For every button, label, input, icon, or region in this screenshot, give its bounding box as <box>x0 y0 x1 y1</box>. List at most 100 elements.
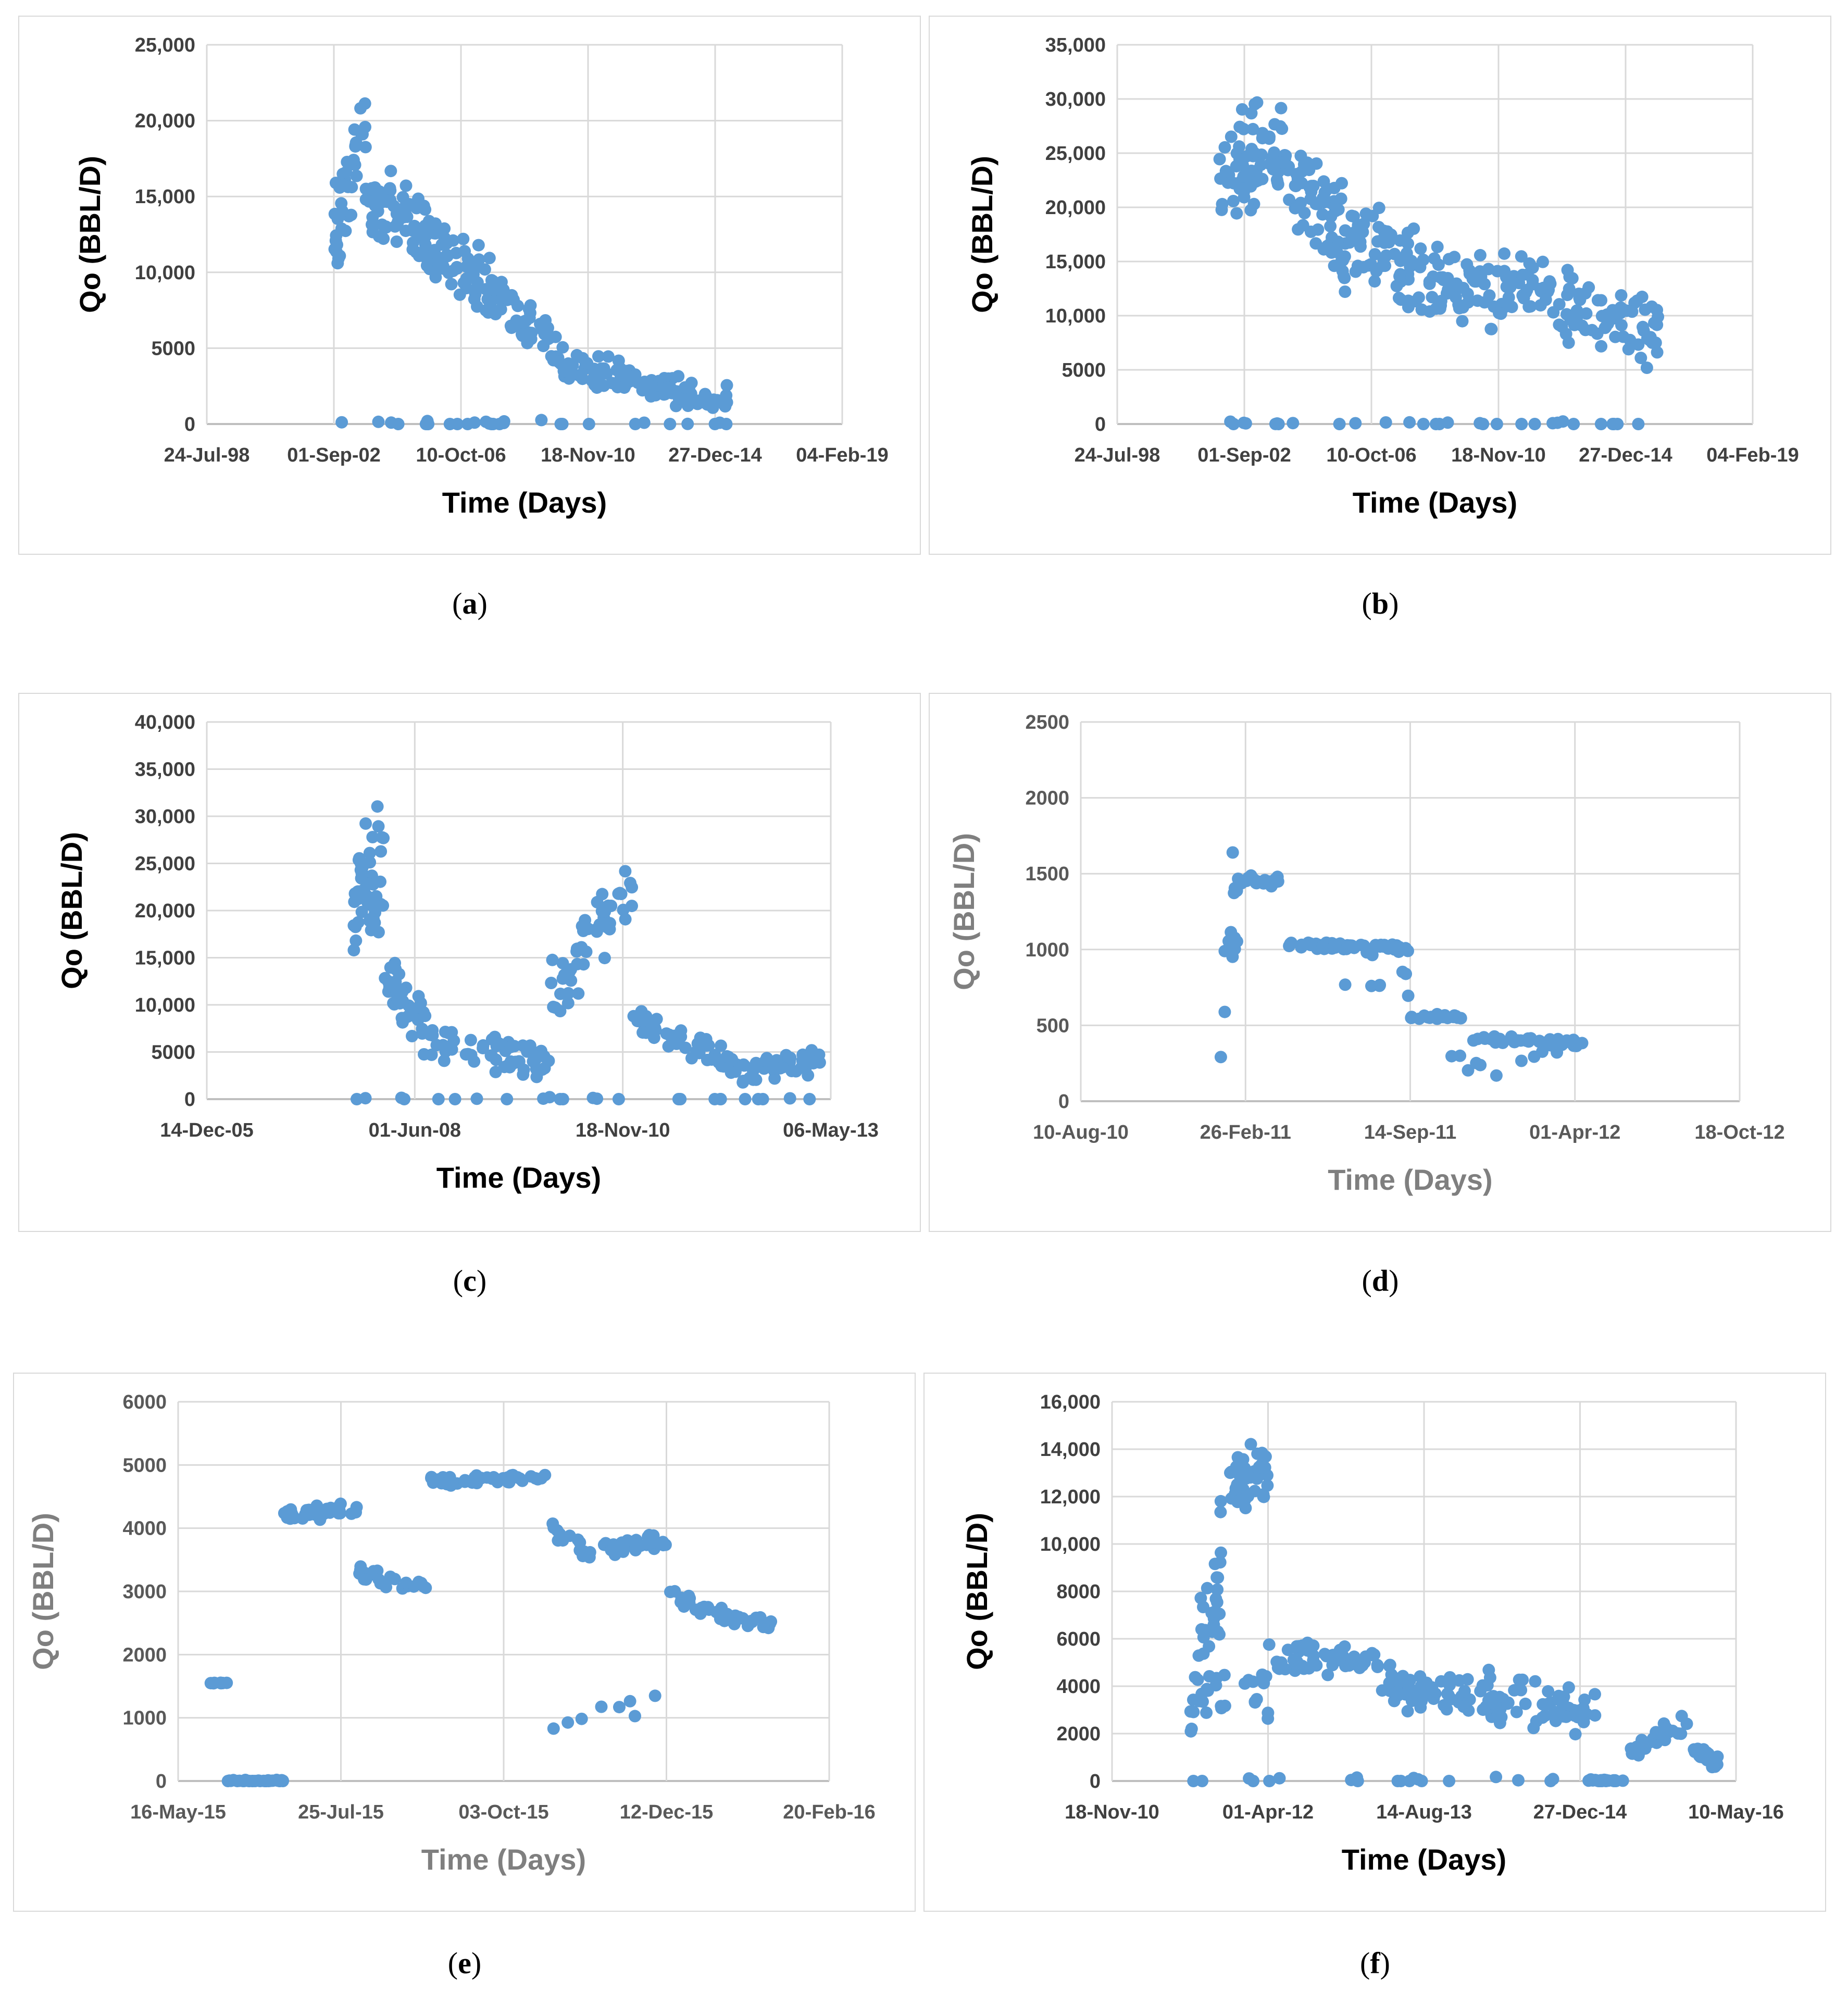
data-point <box>1196 1775 1208 1787</box>
data-point <box>1533 1035 1546 1048</box>
data-point <box>722 1050 735 1063</box>
data-point <box>1210 1596 1223 1609</box>
data-point <box>626 881 639 894</box>
data-point <box>448 1093 461 1105</box>
data-point <box>1543 275 1556 288</box>
data-point <box>1212 1571 1225 1584</box>
data-point <box>636 384 649 397</box>
data-point <box>345 1507 358 1520</box>
data-point <box>1578 1693 1591 1706</box>
data-point <box>1394 1775 1407 1787</box>
data-point <box>1458 1685 1471 1698</box>
data-point <box>1485 322 1498 335</box>
data-point <box>1262 1707 1275 1720</box>
data-point <box>1258 1461 1271 1474</box>
data-point <box>429 271 442 284</box>
y-tick-label: 500 <box>1037 1015 1069 1037</box>
data-point <box>1335 177 1348 190</box>
data-point <box>649 389 662 402</box>
data-point <box>1490 418 1503 430</box>
data-point <box>1400 247 1413 260</box>
data-point <box>423 1028 436 1041</box>
data-point <box>359 141 372 154</box>
data-point <box>1474 417 1487 430</box>
data-point <box>485 418 498 430</box>
data-point <box>538 328 551 341</box>
data-point <box>1240 875 1253 887</box>
data-point <box>390 235 403 248</box>
data-point <box>1321 240 1334 253</box>
data-point <box>1403 416 1416 429</box>
data-point <box>535 1472 548 1485</box>
y-tick-label: 6000 <box>1056 1628 1101 1650</box>
data-point <box>399 1576 413 1589</box>
data-point <box>1309 237 1322 250</box>
data-point <box>1371 235 1384 248</box>
y-tick-label: 20,000 <box>135 110 195 132</box>
data-point <box>1383 1660 1396 1673</box>
data-point <box>1233 1468 1246 1481</box>
data-point <box>1333 418 1346 430</box>
data-point <box>1645 300 1658 313</box>
data-point <box>752 1093 765 1105</box>
data-point <box>1438 1009 1451 1022</box>
data-point <box>1284 937 1297 950</box>
data-point <box>1437 273 1450 287</box>
data-point <box>1417 418 1430 430</box>
data-point <box>1317 175 1330 188</box>
data-point <box>1562 336 1575 349</box>
data-point <box>629 1710 641 1723</box>
data-point <box>664 1586 677 1598</box>
data-point <box>578 1545 591 1558</box>
x-tick-label: 14-Sep-11 <box>1364 1122 1456 1143</box>
data-point <box>725 1066 738 1079</box>
data-point <box>399 179 413 192</box>
data-point <box>1519 1697 1532 1710</box>
data-point <box>377 899 390 912</box>
data-point <box>1248 97 1262 110</box>
data-point <box>501 1093 514 1105</box>
data-point <box>1271 1656 1284 1669</box>
data-point <box>648 1689 661 1702</box>
data-point <box>1244 180 1257 193</box>
data-point <box>363 846 376 860</box>
data-point <box>1515 418 1528 430</box>
data-point <box>1434 294 1447 307</box>
x-axis-title: Time (Days) <box>436 1161 601 1194</box>
data-point <box>1433 418 1446 430</box>
y-tick-label: 0 <box>1090 1771 1101 1792</box>
data-point <box>1547 306 1560 319</box>
data-point <box>1338 271 1351 284</box>
data-point <box>1271 875 1284 888</box>
data-point <box>1226 846 1239 859</box>
chart-svg-f: 0 2000 4000 6000 8000 10,000 12,000 14,000 16,00… <box>960 1391 1784 1876</box>
data-point <box>575 1712 588 1725</box>
data-point <box>345 181 358 194</box>
data-point <box>1467 1034 1480 1047</box>
x-tick-label: 01-Apr-12 <box>1529 1122 1620 1143</box>
data-point <box>678 1600 691 1613</box>
data-point <box>384 165 397 178</box>
data-point <box>1383 1676 1396 1689</box>
y-tick-label: 20,000 <box>135 900 195 922</box>
data-point <box>359 817 372 830</box>
data-point <box>1251 1472 1264 1485</box>
data-point <box>619 865 632 878</box>
data-point <box>1635 290 1649 303</box>
data-point <box>465 1049 478 1062</box>
data-point <box>586 1091 600 1104</box>
data-point <box>355 867 368 880</box>
chart-panel-e: 0 1000 2000 3000 4000 5000 6000 16-May-15 25-Jul… <box>13 1373 916 1912</box>
data-point <box>708 1093 721 1105</box>
data-point <box>1450 277 1463 290</box>
data-point <box>1303 180 1316 193</box>
data-point <box>701 398 714 411</box>
data-point <box>238 1775 251 1787</box>
data-point <box>1500 280 1513 293</box>
data-point <box>1233 120 1246 133</box>
data-point <box>458 1475 471 1488</box>
data-point <box>445 278 458 291</box>
data-point <box>1321 1668 1334 1682</box>
data-point <box>1376 259 1389 272</box>
data-point <box>1481 1679 1494 1692</box>
